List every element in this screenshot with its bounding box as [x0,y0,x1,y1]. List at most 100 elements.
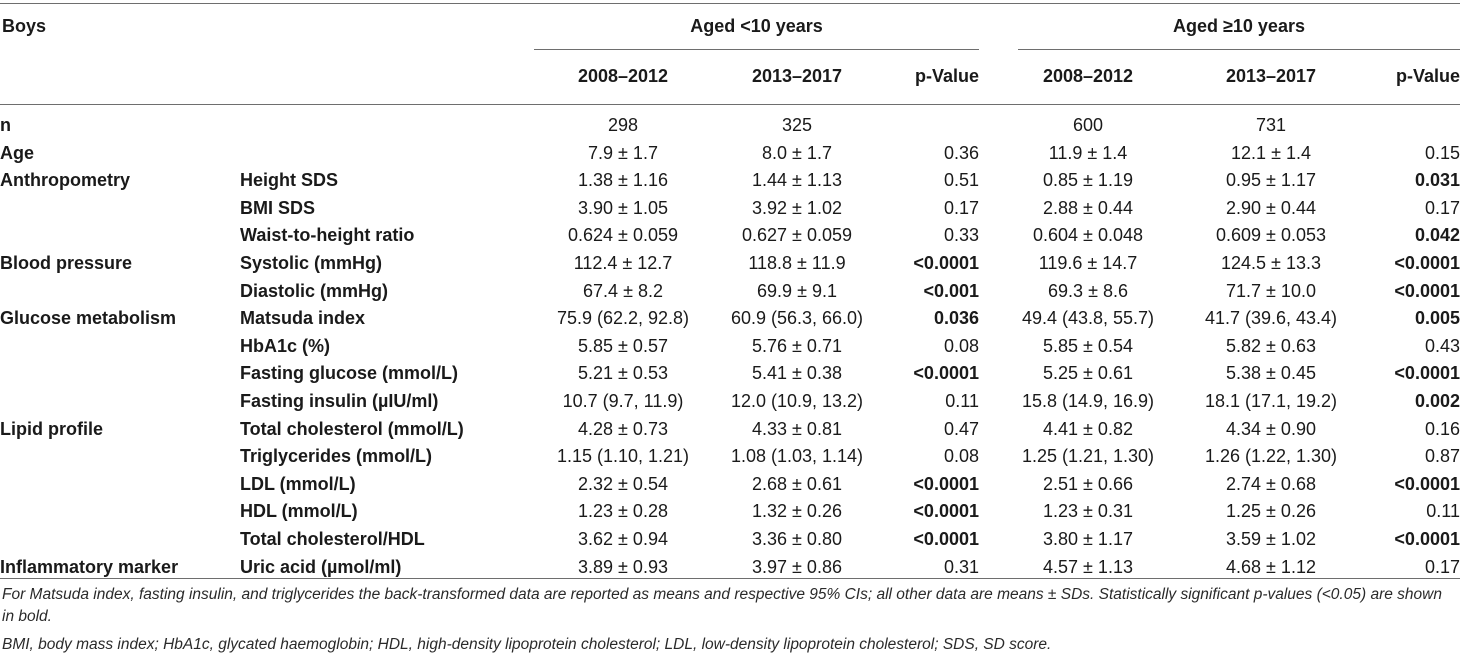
group-label: Boys [2,16,47,36]
row-category: Lipid profile [0,418,103,439]
cell-under10-2013-2017: 5.76 ± 0.71 [752,335,842,356]
column-spacer [979,278,1000,306]
row-variable: Fasting glucose (mmol/L) [240,363,459,384]
cell-10plus-2008-2012: 1.23 ± 0.31 [1043,501,1133,522]
table-row: HDL (mmol/L) 1.23 ± 0.28 1.32 ± 0.26 <0.000… [0,498,1460,526]
cell-under10-2008-2012: 3.90 ± 1.05 [578,197,668,218]
row-category [0,526,240,554]
cell-10plus-2013-2017: 5.82 ± 0.63 [1226,335,1316,356]
cell-10plus-pvalue: 0.16 [1424,418,1460,439]
column-spacer [979,416,1000,444]
column-spacer [979,167,1000,195]
cell-10plus-pvalue: 0.031 [1414,170,1460,191]
cell-10plus-2008-2012: 4.41 ± 0.82 [1043,418,1133,439]
column-spacer [979,471,1000,499]
cell-under10-pvalue: 0.51 [943,170,979,191]
cell-10plus-pvalue: <0.0001 [1394,252,1460,273]
table-row: Inflammatory marker Uric acid (µmol/ml) 3.… [0,554,1460,582]
cell-10plus-2013-2017: 1.26 (1.22, 1.30) [1204,446,1338,467]
row-category [0,443,240,471]
cell-under10-2008-2012: 10.7 (9.7, 11.9) [562,390,684,411]
cell-under10-pvalue: <0.0001 [913,252,979,273]
table-row: Blood pressure Systolic (mmHg) 112.4 ± 12.… [0,250,1460,278]
row-variable: BMI SDS [240,197,316,218]
cell-10plus-2008-2012: 2.88 ± 0.44 [1043,197,1133,218]
cell-10plus-2013-2017: 731 [1255,115,1287,135]
cell-10plus-2013-2017: 41.7 (39.6, 43.4) [1204,308,1338,329]
row-variable: Matsuda index [240,308,366,329]
row-category [0,360,240,388]
subheader-rule-right [1018,49,1460,50]
cell-under10-2013-2017: 8.0 ± 1.7 [762,142,832,163]
column-spacer [979,388,1000,416]
cell-under10-2013-2017: 1.44 ± 1.13 [752,170,842,191]
column-header-period-2b: 2013–2017 [1225,66,1317,86]
row-category: n [0,115,11,135]
cell-under10-2013-2017: 2.68 ± 0.61 [752,473,842,494]
cell-under10-2008-2012: 5.85 ± 0.57 [578,335,668,356]
column-spacer [979,443,1000,471]
cell-10plus-2008-2012: 0.85 ± 1.19 [1043,170,1133,191]
cell-10plus-pvalue: <0.0001 [1394,528,1460,549]
column-spacer [979,498,1000,526]
cell-10plus-2008-2012: 4.57 ± 1.13 [1043,556,1133,577]
cell-10plus-2013-2017: 124.5 ± 13.3 [1221,252,1321,273]
cell-under10-pvalue: 0.36 [943,142,979,163]
cell-10plus-2008-2012: 11.9 ± 1.4 [1048,142,1128,163]
table-row: Age 7.9 ± 1.7 8.0 ± 1.7 0.36 11.9 ± 1.4 12.1 … [0,140,1460,168]
row-variable: Height SDS [240,170,339,191]
cell-under10-pvalue [882,112,979,140]
cell-under10-2013-2017: 60.9 (56.3, 66.0) [730,308,864,329]
cell-10plus-2013-2017: 3.59 ± 1.02 [1226,528,1316,549]
cell-under10-pvalue: 0.08 [943,335,979,356]
cell-10plus-2013-2017: 5.38 ± 0.45 [1226,363,1316,384]
cell-10plus-2013-2017: 2.90 ± 0.44 [1226,197,1316,218]
cell-10plus-2008-2012: 0.604 ± 0.048 [1033,225,1143,246]
cell-under10-pvalue: 0.17 [943,197,979,218]
table-row: BMI SDS 3.90 ± 1.05 3.92 ± 1.02 0.17 2.88 ± … [0,195,1460,223]
column-spacer [979,526,1000,554]
cell-under10-2008-2012: 2.32 ± 0.54 [578,473,668,494]
table-row: Fasting insulin (µIU/ml) 10.7 (9.7, 11.9)… [0,388,1460,416]
table-row: Fasting glucose (mmol/L) 5.21 ± 0.53 5.41 … [0,360,1460,388]
cell-10plus-pvalue: 0.15 [1424,142,1460,163]
cell-under10-pvalue: <0.001 [923,280,979,301]
row-variable: Total cholesterol (mmol/L) [240,418,464,439]
cell-10plus-pvalue: 0.005 [1414,308,1460,329]
row-category [0,222,240,250]
row-variable: HDL (mmol/L) [240,501,358,522]
column-spacer [979,140,1000,168]
column-spacer [979,112,1000,140]
row-variable: HbA1c (%) [240,335,331,356]
cell-10plus-2008-2012: 119.6 ± 14.7 [1038,252,1138,273]
cell-10plus-2008-2012: 2.51 ± 0.66 [1043,473,1133,494]
header-bottom-rule [0,104,1460,105]
cell-under10-2008-2012: 75.9 (62.2, 92.8) [556,308,690,329]
table-row: Triglycerides (mmol/L) 1.15 (1.10, 1.21) 1… [0,443,1460,471]
table-row: Glucose metabolism Matsuda index 75.9 (62.… [0,305,1460,333]
row-category [0,333,240,361]
table-body: n 298 325 600 731 Age 7.9 ± 1.7 8.0 ± 1.7 0.36 11… [0,112,1460,581]
row-category: Glucose metabolism [0,308,177,329]
cell-under10-2008-2012: 1.15 (1.10, 1.21) [556,446,690,467]
row-category: Age [0,142,35,163]
column-header-period-2a: 2013–2017 [751,66,843,86]
cell-10plus-pvalue: 0.87 [1424,446,1460,467]
cell-10plus-pvalue: 0.11 [1426,501,1460,522]
row-category: Blood pressure [0,252,133,273]
row-variable [240,112,534,140]
cell-under10-pvalue: 0.33 [943,225,979,246]
cell-10plus-pvalue: <0.0001 [1394,280,1460,301]
cell-under10-2013-2017: 3.36 ± 0.80 [752,528,842,549]
cell-under10-pvalue: 0.47 [943,418,979,439]
cell-10plus-pvalue: <0.0001 [1394,473,1460,494]
column-spacer [979,250,1000,278]
cell-under10-2008-2012: 1.23 ± 0.28 [578,501,668,522]
cell-10plus-2013-2017: 71.7 ± 10.0 [1226,280,1316,301]
table-row: Diastolic (mmHg) 67.4 ± 8.2 69.9 ± 9.1 <0.0… [0,278,1460,306]
row-variable: Triglycerides (mmol/L) [240,446,433,467]
cell-under10-2013-2017: 5.41 ± 0.38 [752,363,842,384]
cell-10plus-2008-2012: 1.25 (1.21, 1.30) [1021,446,1155,467]
row-category [0,278,240,306]
table-row: LDL (mmol/L) 2.32 ± 0.54 2.68 ± 0.61 <0.000… [0,471,1460,499]
